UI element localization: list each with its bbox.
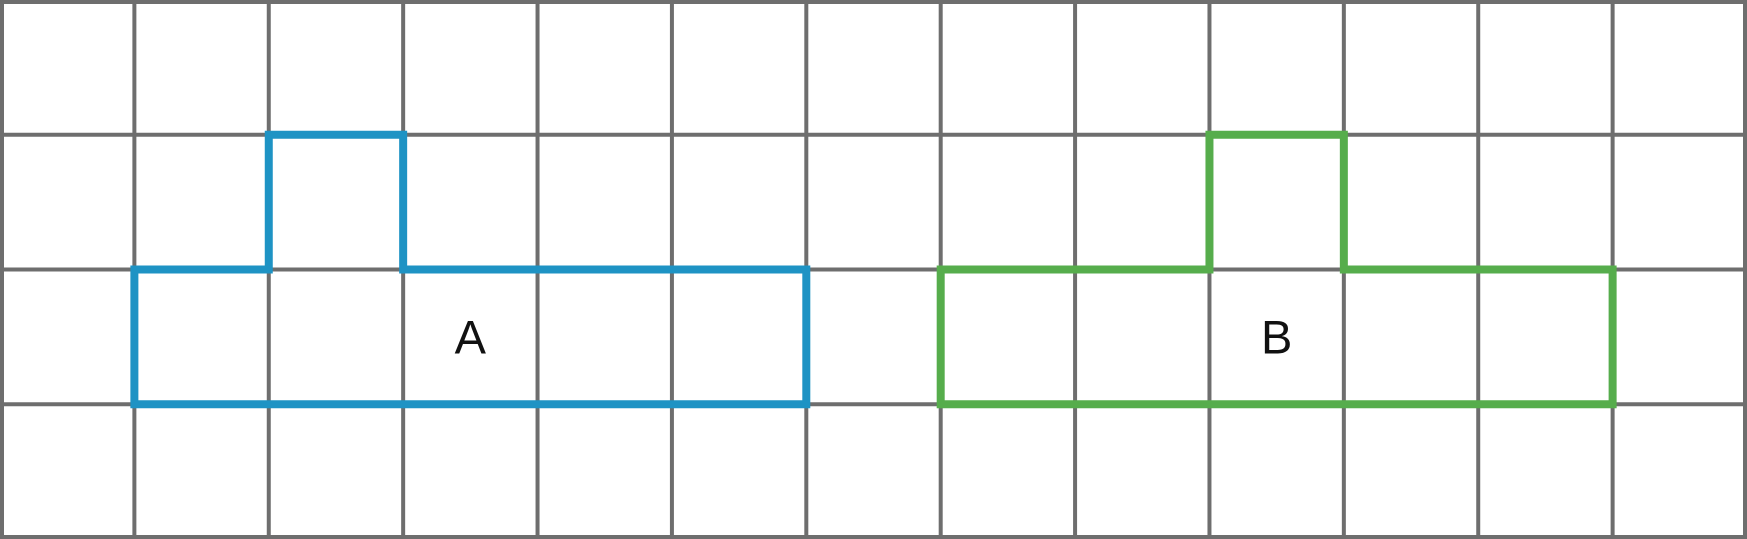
shape-A-outline: [130, 130, 811, 409]
shape-label-B: B: [1261, 310, 1292, 363]
shape-label-A: A: [455, 310, 487, 363]
shape-B-outline: [936, 130, 1617, 409]
